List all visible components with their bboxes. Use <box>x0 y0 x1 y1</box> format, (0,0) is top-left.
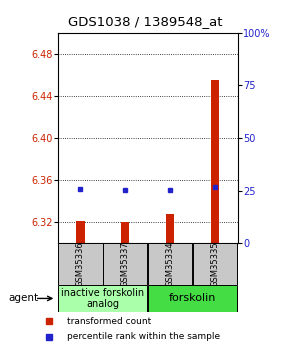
Bar <box>166 214 174 243</box>
Bar <box>59 285 147 312</box>
Text: agent: agent <box>9 294 39 303</box>
Bar <box>148 243 192 285</box>
Bar <box>77 221 84 243</box>
Text: GSM35335: GSM35335 <box>211 241 220 287</box>
Bar <box>59 243 102 285</box>
Bar <box>211 80 219 243</box>
Text: GDS1038 / 1389548_at: GDS1038 / 1389548_at <box>68 16 222 29</box>
Text: percentile rank within the sample: percentile rank within the sample <box>67 332 220 341</box>
Text: GSM35334: GSM35334 <box>166 241 175 287</box>
Text: GSM35336: GSM35336 <box>76 241 85 287</box>
Bar <box>104 243 147 285</box>
Text: forskolin: forskolin <box>169 294 217 303</box>
Text: GSM35337: GSM35337 <box>121 241 130 287</box>
Text: transformed count: transformed count <box>67 317 151 326</box>
Text: inactive forskolin
analog: inactive forskolin analog <box>61 288 144 309</box>
Bar <box>193 243 237 285</box>
Bar <box>122 222 129 243</box>
Bar <box>148 285 237 312</box>
